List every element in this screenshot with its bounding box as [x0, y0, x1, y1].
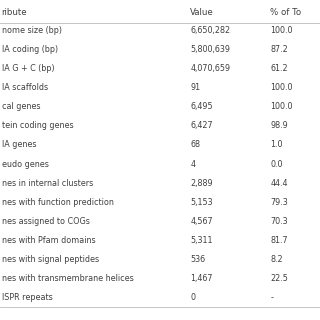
Text: nes with signal peptides: nes with signal peptides — [2, 255, 99, 264]
Text: nes assigned to COGs: nes assigned to COGs — [2, 217, 90, 226]
Text: 87.2: 87.2 — [270, 45, 288, 54]
Text: 1.0: 1.0 — [270, 140, 283, 149]
Text: 2,889: 2,889 — [190, 179, 213, 188]
Text: 68: 68 — [190, 140, 200, 149]
Text: 44.4: 44.4 — [270, 179, 288, 188]
Text: 536: 536 — [190, 255, 205, 264]
Text: 6,650,282: 6,650,282 — [190, 26, 230, 35]
Text: 6,427: 6,427 — [190, 121, 213, 131]
Text: nome size (bp): nome size (bp) — [2, 26, 61, 35]
Text: ISPR repeats: ISPR repeats — [2, 293, 52, 302]
Text: 5,800,639: 5,800,639 — [190, 45, 230, 54]
Text: 22.5: 22.5 — [270, 274, 288, 283]
Text: cal genes: cal genes — [2, 102, 40, 111]
Text: 81.7: 81.7 — [270, 236, 288, 245]
Text: nes with function prediction: nes with function prediction — [2, 197, 114, 207]
Text: nes with transmembrane helices: nes with transmembrane helices — [2, 274, 133, 283]
Text: 61.2: 61.2 — [270, 64, 288, 73]
Text: 91: 91 — [190, 83, 201, 92]
Text: 100.0: 100.0 — [270, 83, 293, 92]
Text: IA coding (bp): IA coding (bp) — [2, 45, 58, 54]
Text: 70.3: 70.3 — [270, 217, 288, 226]
Text: IA genes: IA genes — [2, 140, 36, 149]
Text: 100.0: 100.0 — [270, 26, 293, 35]
Text: 4,070,659: 4,070,659 — [190, 64, 230, 73]
Text: 5,153: 5,153 — [190, 197, 213, 207]
Text: 6,495: 6,495 — [190, 102, 213, 111]
Text: 0: 0 — [190, 293, 196, 302]
Text: % of To: % of To — [270, 8, 301, 17]
Text: nes with Pfam domains: nes with Pfam domains — [2, 236, 95, 245]
Text: 100.0: 100.0 — [270, 102, 293, 111]
Text: IA G + C (bp): IA G + C (bp) — [2, 64, 54, 73]
Text: 79.3: 79.3 — [270, 197, 288, 207]
Text: 4,567: 4,567 — [190, 217, 213, 226]
Text: 8.2: 8.2 — [270, 255, 283, 264]
Text: IA scaffolds: IA scaffolds — [2, 83, 48, 92]
Text: Value: Value — [190, 8, 214, 17]
Text: 4: 4 — [190, 159, 196, 169]
Text: 0.0: 0.0 — [270, 159, 283, 169]
Text: 1,467: 1,467 — [190, 274, 213, 283]
Text: eudo genes: eudo genes — [2, 159, 48, 169]
Text: ribute: ribute — [2, 8, 27, 17]
Text: 5,311: 5,311 — [190, 236, 213, 245]
Text: tein coding genes: tein coding genes — [2, 121, 73, 131]
Text: 98.9: 98.9 — [270, 121, 288, 131]
Text: nes in internal clusters: nes in internal clusters — [2, 179, 93, 188]
Text: -: - — [270, 293, 273, 302]
